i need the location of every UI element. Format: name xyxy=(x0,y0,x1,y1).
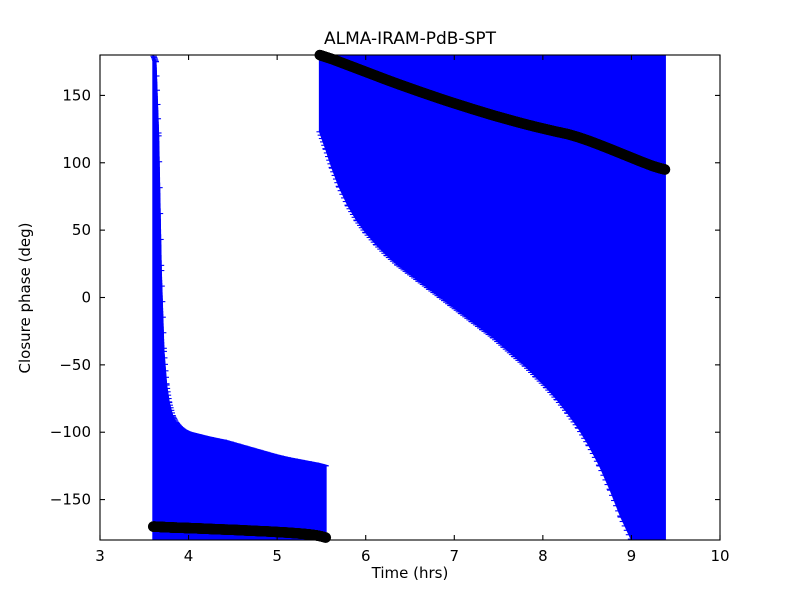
tick-layer: 3 4 5 6 7 8 9 10 −150 −100 −50 0 50 100 150 xyxy=(50,55,730,565)
y-tick-label: 150 xyxy=(62,86,91,104)
x-tick-label: 10 xyxy=(710,547,729,565)
y-tick-label: 0 xyxy=(81,289,91,307)
marker-layer xyxy=(147,49,671,543)
x-tick-label: 5 xyxy=(272,547,282,565)
data-point xyxy=(659,164,671,175)
y-tick-label: 100 xyxy=(62,154,91,172)
y-axis-label: Closure phase (deg) xyxy=(16,223,34,374)
x-tick-label: 7 xyxy=(450,547,460,565)
y-tick-label: −150 xyxy=(50,491,91,509)
data-point xyxy=(320,532,332,543)
page-title: ALMA-IRAM-PdB-SPT xyxy=(324,29,497,49)
y-tick-label: −100 xyxy=(50,423,91,441)
y-tick-label: 50 xyxy=(72,221,91,239)
x-tick-label: 6 xyxy=(361,547,371,565)
x-tick-label: 9 xyxy=(627,547,637,565)
errorbar-layer xyxy=(150,55,666,540)
x-tick-label: 8 xyxy=(538,547,548,565)
x-axis-label: Time (hrs) xyxy=(371,564,449,582)
x-tick-label: 3 xyxy=(95,547,105,565)
y-tick-label: −50 xyxy=(59,356,91,374)
x-tick-label: 4 xyxy=(184,547,194,565)
